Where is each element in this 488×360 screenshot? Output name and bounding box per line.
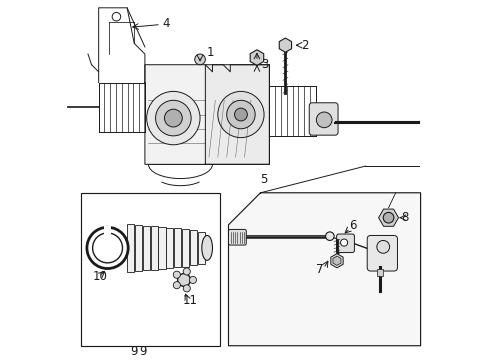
Circle shape: [173, 282, 180, 289]
Circle shape: [112, 13, 121, 21]
FancyBboxPatch shape: [228, 229, 246, 245]
Circle shape: [217, 91, 264, 138]
Bar: [197, 232, 204, 264]
Polygon shape: [378, 209, 398, 226]
Circle shape: [383, 212, 393, 223]
Polygon shape: [332, 256, 340, 265]
Circle shape: [155, 100, 191, 136]
Bar: [150, 226, 158, 270]
Circle shape: [226, 100, 255, 129]
Polygon shape: [330, 253, 343, 268]
Text: 9: 9: [130, 345, 138, 358]
Bar: [189, 230, 197, 265]
Circle shape: [164, 109, 182, 127]
Polygon shape: [144, 65, 269, 164]
Polygon shape: [279, 38, 291, 52]
Circle shape: [316, 112, 331, 128]
Bar: [104, 225, 111, 234]
Bar: [182, 229, 189, 267]
Ellipse shape: [202, 235, 212, 260]
Circle shape: [92, 233, 122, 263]
Circle shape: [183, 285, 190, 292]
Text: 8: 8: [400, 211, 407, 224]
Circle shape: [146, 91, 200, 145]
Polygon shape: [205, 65, 269, 164]
Polygon shape: [228, 193, 420, 346]
Text: 1: 1: [207, 46, 214, 59]
Text: 7: 7: [315, 264, 323, 276]
Circle shape: [340, 239, 347, 246]
Bar: [376, 269, 382, 276]
Circle shape: [376, 240, 389, 253]
Text: 3: 3: [261, 58, 268, 71]
Bar: [81, 193, 219, 346]
Circle shape: [173, 271, 180, 278]
Bar: [174, 228, 181, 267]
Bar: [135, 225, 142, 271]
Text: 6: 6: [349, 219, 356, 232]
Text: 2: 2: [301, 39, 308, 51]
Bar: [142, 225, 150, 270]
Bar: [127, 224, 134, 272]
Text: 10: 10: [92, 270, 107, 283]
Text: 9: 9: [139, 345, 146, 358]
Circle shape: [183, 268, 190, 275]
Circle shape: [234, 108, 247, 121]
Text: 11: 11: [182, 294, 197, 307]
Circle shape: [177, 274, 190, 286]
Polygon shape: [250, 50, 263, 66]
FancyBboxPatch shape: [336, 234, 354, 253]
FancyBboxPatch shape: [366, 235, 397, 271]
Text: 5: 5: [260, 173, 267, 186]
Bar: [166, 228, 173, 268]
Bar: [158, 227, 165, 269]
Circle shape: [194, 54, 205, 65]
Circle shape: [189, 276, 196, 283]
Text: 4: 4: [163, 17, 170, 30]
Circle shape: [325, 232, 333, 240]
FancyBboxPatch shape: [308, 103, 337, 135]
